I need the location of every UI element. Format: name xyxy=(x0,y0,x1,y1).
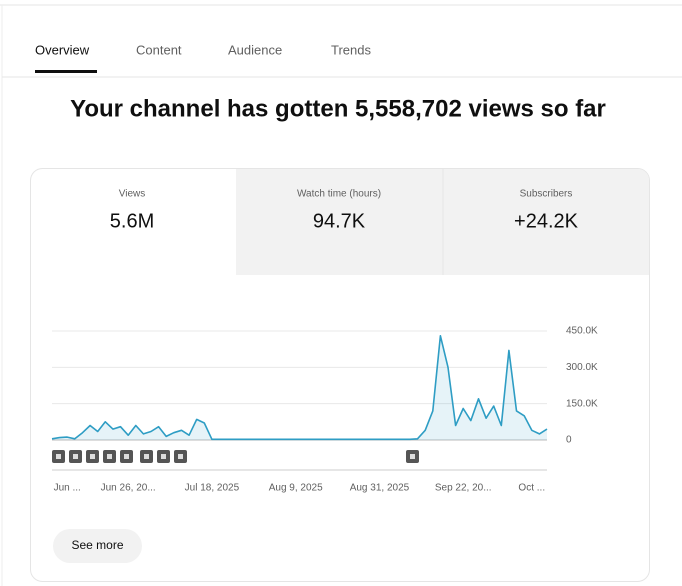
tab[interactable]: Content xyxy=(136,42,182,57)
y-tick-label: 300.0K xyxy=(566,362,598,373)
tab[interactable]: Audience xyxy=(228,42,282,57)
metric-value[interactable]: 94.7K xyxy=(313,210,366,232)
y-tick-label: 150.0K xyxy=(566,398,598,409)
area xyxy=(52,335,547,440)
metric-label: Watch time (hours) xyxy=(297,189,381,200)
tab[interactable]: Trends xyxy=(331,42,371,57)
metric-value[interactable]: 5.6M xyxy=(110,210,154,232)
video-markers xyxy=(52,450,419,463)
y-tick-label: 450.0K xyxy=(566,326,598,337)
x-tick-label: Jun ... xyxy=(54,483,81,494)
video-marker-icon xyxy=(90,454,95,459)
video-marker-icon xyxy=(56,454,61,459)
y-tick-label: 0 xyxy=(566,435,572,446)
video-marker-icon xyxy=(161,454,166,459)
video-marker-icon xyxy=(124,454,129,459)
tab[interactable]: Overview xyxy=(35,42,90,57)
video-marker-icon xyxy=(178,454,183,459)
button-label[interactable]: See more xyxy=(71,538,123,552)
video-marker-icon xyxy=(144,454,149,459)
metric-label: Subscribers xyxy=(520,189,573,200)
see-more-button[interactable] xyxy=(53,529,142,563)
x-tick-label: Sep 22, 20... xyxy=(435,483,492,494)
x-tick-label: Aug 31, 2025 xyxy=(350,483,410,494)
headline: Your channel has gotten 5,558,702 views … xyxy=(70,95,606,122)
video-marker-icon xyxy=(107,454,112,459)
video-marker-icon xyxy=(73,454,78,459)
x-tick-label: Jun 26, 20... xyxy=(101,483,156,494)
line xyxy=(51,335,548,441)
metric-value[interactable]: +24.2K xyxy=(514,210,579,232)
x-tick-label: Oct ... xyxy=(518,483,545,494)
x-tick-label: Aug 9, 2025 xyxy=(269,483,323,494)
metric-label: Views xyxy=(119,189,146,200)
tab-underline xyxy=(35,70,97,73)
video-marker-icon xyxy=(410,454,415,459)
x-tick-label: Jul 18, 2025 xyxy=(185,483,240,494)
